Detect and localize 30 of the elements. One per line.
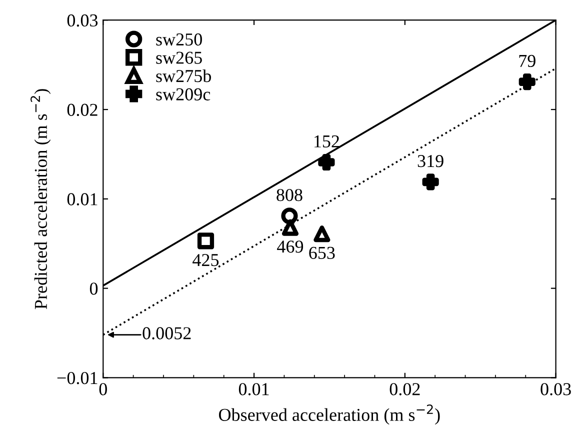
annotation: 0.0052 <box>142 327 191 340</box>
annotation: 469 <box>277 240 304 253</box>
annotation: 425 <box>192 254 219 266</box>
x-tick-label: 0 <box>99 383 107 396</box>
point <box>318 154 335 171</box>
y-axis-title: Predicted acceleration (m s$^{−2}$) <box>30 89 51 310</box>
point <box>422 174 439 190</box>
annotation: 152 <box>314 135 340 148</box>
y-tick-label: 0 <box>90 282 98 295</box>
point <box>197 232 214 250</box>
x-tick-label: 0.02 <box>390 383 420 396</box>
legend-label: sw250 <box>156 33 202 46</box>
point <box>282 219 299 236</box>
x-tick-label: 0.03 <box>540 383 571 396</box>
y-tick-label: 0.01 <box>67 193 98 206</box>
annotation: 808 <box>276 188 302 202</box>
annotation: 653 <box>309 246 335 259</box>
annotation: 319 <box>418 155 444 168</box>
point <box>518 74 536 90</box>
y-tick-label: −0.01 <box>57 372 98 384</box>
y-tick-label: 0.03 <box>67 14 98 27</box>
x-axis-title: Observed acceleration (m s$^{−2}$) <box>218 404 440 425</box>
annotation: 79 <box>519 54 536 68</box>
point <box>314 225 330 242</box>
y-tick-label: 0.02 <box>67 104 98 116</box>
legend-label: sw209c <box>156 88 210 100</box>
point <box>281 208 298 224</box>
x-tick-label: 0.01 <box>238 383 269 396</box>
legend-label: sw265 <box>156 52 202 64</box>
legend-label: sw275b <box>156 69 211 82</box>
